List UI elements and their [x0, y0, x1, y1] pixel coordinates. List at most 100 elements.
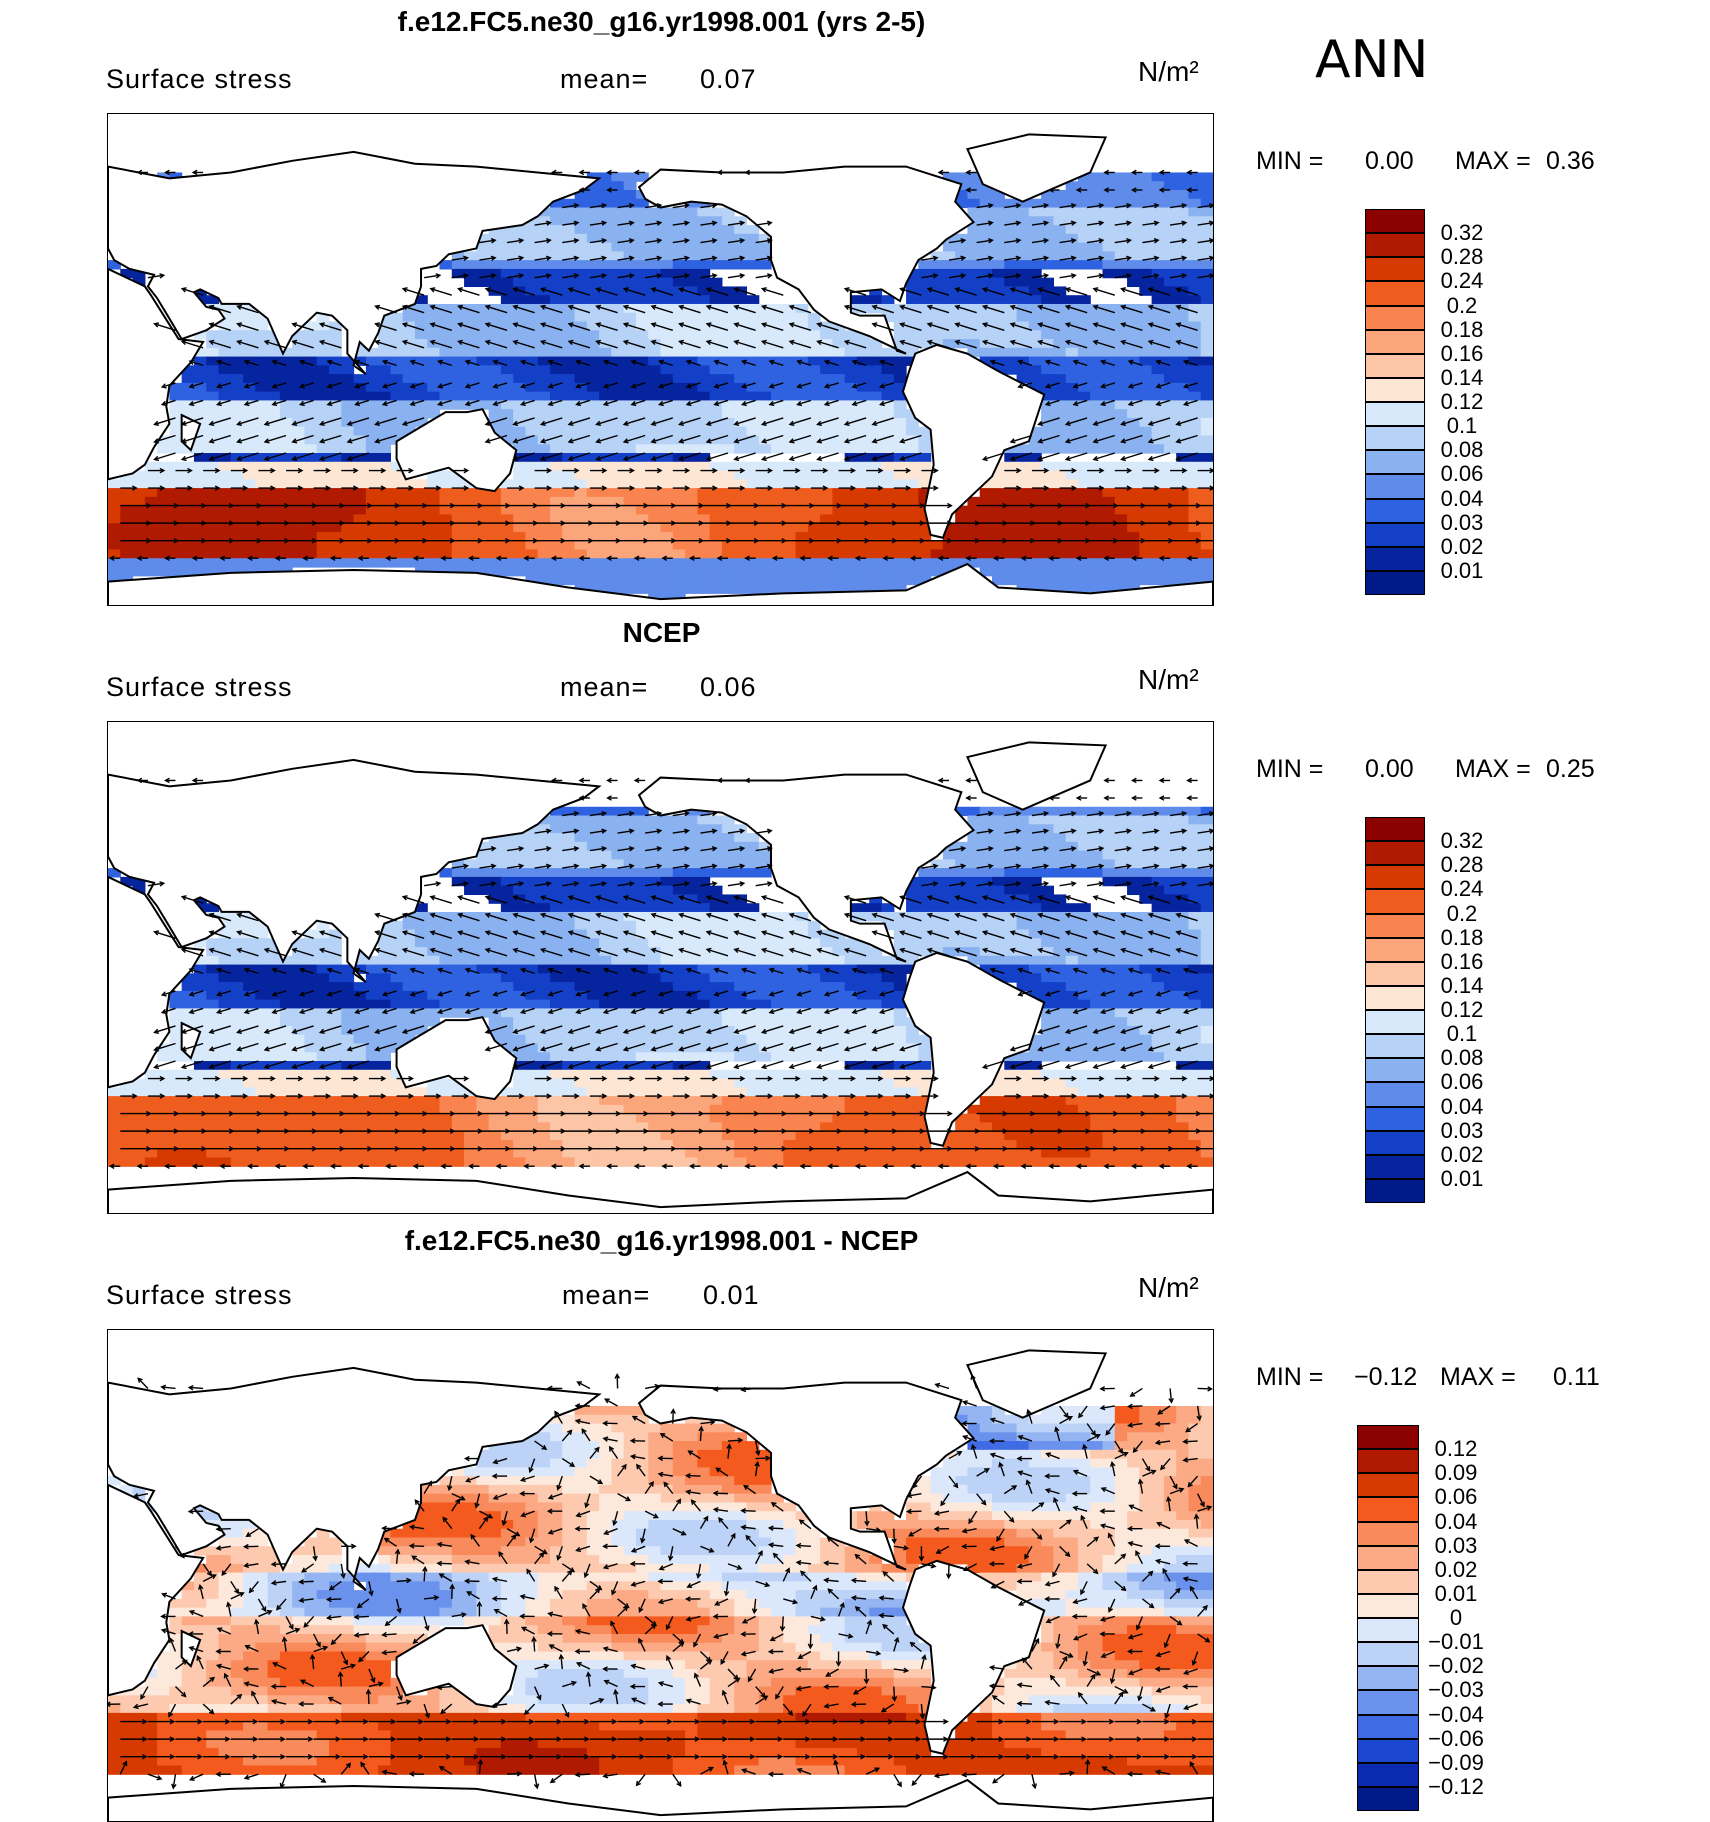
colorbar-box: [1357, 1787, 1419, 1811]
colorbar-box: [1365, 865, 1425, 889]
panel-2-max-label: MAX =: [1455, 755, 1531, 784]
colorbar-box: [1357, 1425, 1419, 1449]
panel-3-mean-value: 0.01: [703, 1280, 760, 1311]
colorbar-box: [1365, 450, 1425, 474]
panel-2-variable: Surface stress: [106, 672, 293, 703]
coastline-antarctica: [108, 1780, 1213, 1821]
colorbar-box: [1357, 1763, 1419, 1787]
vector-arrow: [1149, 453, 1170, 459]
colorbar-tick-label: −0.02: [1421, 1653, 1491, 1679]
colorbar-tick-label: 0.08: [1427, 1045, 1497, 1071]
colorbar-tick-label: 0.04: [1427, 1094, 1497, 1120]
colorbar-box: [1365, 986, 1425, 1010]
colorbar-box: [1357, 1739, 1419, 1763]
vector-arrow: [993, 1774, 1004, 1782]
colorbar-box: [1365, 1107, 1425, 1131]
vector-arrow: [818, 1061, 839, 1067]
colorbar-box: [1365, 1155, 1425, 1179]
colorbar-tick-label: 0.24: [1427, 268, 1497, 294]
panel-1-mean-label: mean=: [560, 64, 648, 95]
colorbar-tick-label: 0.04: [1427, 486, 1497, 512]
colorbar-tick-label: 0.1: [1427, 413, 1497, 439]
colorbar-tick-label: 0.28: [1427, 852, 1497, 878]
colorbar-tick-label: −0.03: [1421, 1677, 1491, 1703]
colorbar-box: [1365, 571, 1425, 595]
vector-arrow: [1066, 453, 1087, 459]
colorbar-tick-label: 0.08: [1427, 437, 1497, 463]
colorbar-box: [1357, 1570, 1419, 1594]
panel-2-min-label: MIN =: [1256, 755, 1323, 784]
panel-2-min-value: 0.00: [1365, 755, 1414, 784]
colorbar-tick-label: 0.16: [1427, 341, 1497, 367]
panel-1-field: [108, 114, 1213, 605]
colorbar-tick-label: 0.02: [1427, 1142, 1497, 1168]
colorbar-tick-label: 0.16: [1427, 949, 1497, 975]
colorbar-tick-label: 0.01: [1421, 1581, 1491, 1607]
colorbar-tick-label: −0.04: [1421, 1702, 1491, 1728]
colorbar-tick-label: 0.14: [1427, 365, 1497, 391]
colorbar-tick-label: 0.24: [1427, 876, 1497, 902]
colorbar-tick-label: 0.2: [1427, 293, 1497, 319]
panel-1-map: [107, 113, 1214, 606]
vector-arrow: [818, 453, 839, 459]
colorbar-box: [1365, 474, 1425, 498]
colorbar-box: [1365, 402, 1425, 426]
panel-1-title: f.e12.FC5.ne30_g16.yr1998.001 (yrs 2-5): [108, 6, 1215, 38]
colorbar-box: [1365, 426, 1425, 450]
colorbar-box: [1365, 1179, 1425, 1203]
vector-arrow: [912, 1774, 921, 1785]
colorbar-box: [1365, 1010, 1425, 1034]
colorbar-box: [1365, 499, 1425, 523]
vector-arrow: [637, 1774, 645, 1785]
colorbar-tick-label: 0.01: [1427, 558, 1497, 584]
colorbar-tick-label: 0.03: [1421, 1533, 1491, 1559]
colorbar-box: [1365, 1034, 1425, 1058]
colorbar-tick-label: −0.09: [1421, 1750, 1491, 1776]
colorbar-tick-label: 0.14: [1427, 973, 1497, 999]
colorbar-box: [1365, 1131, 1425, 1155]
coastline-antarctica: [108, 1172, 1213, 1213]
colorbar-box: [1365, 257, 1425, 281]
panel-2-mean-value: 0.06: [700, 672, 757, 703]
colorbar-tick-label: 0.03: [1427, 510, 1497, 536]
colorbar-tick-label: 0.06: [1427, 1069, 1497, 1095]
panel-3-min-value: −0.12: [1354, 1363, 1417, 1392]
panel-1-min-label: MIN =: [1256, 147, 1323, 176]
panel-1-mean-value: 0.07: [700, 64, 757, 95]
coastline-greenland: [967, 742, 1105, 809]
colorbar-box: [1365, 841, 1425, 865]
panel-2-map: [107, 721, 1214, 1214]
colorbar-tick-label: 0.28: [1427, 244, 1497, 270]
vector-arrow: [1094, 453, 1115, 459]
panel-3-max-label: MAX =: [1440, 1363, 1516, 1392]
panel-3-units: N/m²: [1138, 1272, 1199, 1304]
vector-arrow: [1066, 1061, 1087, 1067]
colorbar-box: [1365, 1058, 1425, 1082]
vector-arrow: [1121, 453, 1142, 459]
colorbar-box: [1357, 1522, 1419, 1546]
colorbar-tick-label: 0.12: [1427, 997, 1497, 1023]
colorbar-box: [1357, 1618, 1419, 1642]
colorbar-tick-label: 0.32: [1427, 220, 1497, 246]
panel-3-field: [108, 1330, 1213, 1821]
panel-2-mean-label: mean=: [560, 672, 648, 703]
colorbar-tick-label: 0.04: [1421, 1509, 1491, 1535]
colorbar-tick-label: −0.01: [1421, 1629, 1491, 1655]
panel-3-max-value: 0.11: [1553, 1363, 1600, 1392]
colorbar-box: [1365, 281, 1425, 305]
vector-arrow: [735, 1061, 756, 1067]
panel-1-units: N/m²: [1138, 56, 1199, 88]
colorbar-tick-label: −0.06: [1421, 1726, 1491, 1752]
panel-2-field: [108, 722, 1213, 1213]
vector-arrow: [735, 453, 756, 459]
colorbar-box: [1357, 1666, 1419, 1690]
colorbar-box: [1357, 1473, 1419, 1497]
colorbar-tick-label: 0.09: [1421, 1460, 1491, 1486]
colorbar-box: [1365, 962, 1425, 986]
colorbar-box: [1357, 1546, 1419, 1570]
colorbar-tick-label: −0.12: [1421, 1774, 1491, 1800]
vector-arrow: [762, 453, 783, 459]
panel-1-max-label: MAX =: [1455, 147, 1531, 176]
